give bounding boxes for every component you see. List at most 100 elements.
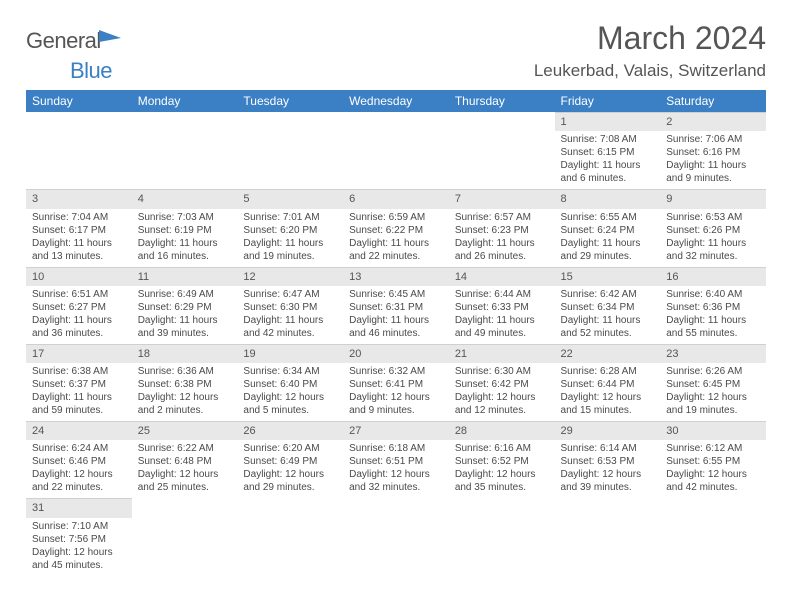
daylight-text: Daylight: 12 hours and 32 minutes. — [349, 468, 443, 494]
sunset-text: Sunset: 6:45 PM — [666, 378, 760, 391]
daylight-text: Daylight: 11 hours and 6 minutes. — [561, 159, 655, 185]
day-details: Sunrise: 6:51 AMSunset: 6:27 PMDaylight:… — [26, 286, 132, 344]
daylight-text: Daylight: 12 hours and 5 minutes. — [243, 391, 337, 417]
calendar-day-cell: 10Sunrise: 6:51 AMSunset: 6:27 PMDayligh… — [26, 267, 132, 344]
sunrise-text: Sunrise: 6:12 AM — [666, 442, 760, 455]
day-details: Sunrise: 6:42 AMSunset: 6:34 PMDaylight:… — [555, 286, 661, 344]
day-number: 22 — [555, 344, 661, 363]
day-details: Sunrise: 6:44 AMSunset: 6:33 PMDaylight:… — [449, 286, 555, 344]
calendar-day-cell: 7Sunrise: 6:57 AMSunset: 6:23 PMDaylight… — [449, 189, 555, 266]
calendar-day-cell: 1Sunrise: 7:08 AMSunset: 6:15 PMDaylight… — [555, 112, 661, 189]
calendar-day-cell: 27Sunrise: 6:18 AMSunset: 6:51 PMDayligh… — [343, 421, 449, 498]
sunrise-text: Sunrise: 6:30 AM — [455, 365, 549, 378]
day-number: 5 — [237, 189, 343, 208]
calendar-day-cell: 19Sunrise: 6:34 AMSunset: 6:40 PMDayligh… — [237, 344, 343, 421]
sunset-text: Sunset: 6:38 PM — [138, 378, 232, 391]
sunrise-text: Sunrise: 7:06 AM — [666, 133, 760, 146]
daylight-text: Daylight: 11 hours and 52 minutes. — [561, 314, 655, 340]
sunset-text: Sunset: 6:53 PM — [561, 455, 655, 468]
daylight-text: Daylight: 11 hours and 29 minutes. — [561, 237, 655, 263]
calendar-day-cell: 22Sunrise: 6:28 AMSunset: 6:44 PMDayligh… — [555, 344, 661, 421]
day-details: Sunrise: 6:55 AMSunset: 6:24 PMDaylight:… — [555, 209, 661, 267]
day-details: Sunrise: 6:24 AMSunset: 6:46 PMDaylight:… — [26, 440, 132, 498]
day-number: 18 — [132, 344, 238, 363]
calendar-day-cell: 2Sunrise: 7:06 AMSunset: 6:16 PMDaylight… — [660, 112, 766, 189]
sunrise-text: Sunrise: 7:01 AM — [243, 211, 337, 224]
calendar-day-cell: 4Sunrise: 7:03 AMSunset: 6:19 PMDaylight… — [132, 189, 238, 266]
calendar-week-row: 17Sunrise: 6:38 AMSunset: 6:37 PMDayligh… — [26, 344, 766, 421]
daylight-text: Daylight: 12 hours and 22 minutes. — [32, 468, 126, 494]
daylight-text: Daylight: 12 hours and 39 minutes. — [561, 468, 655, 494]
sunrise-text: Sunrise: 6:32 AM — [349, 365, 443, 378]
calendar-page: GeneralBlue March 2024 Leukerbad, Valais… — [0, 0, 792, 586]
day-number: 29 — [555, 421, 661, 440]
day-number: 21 — [449, 344, 555, 363]
calendar-day-cell — [237, 498, 343, 575]
sunset-text: Sunset: 6:23 PM — [455, 224, 549, 237]
day-number: 16 — [660, 267, 766, 286]
sunset-text: Sunset: 6:15 PM — [561, 146, 655, 159]
sunrise-text: Sunrise: 7:10 AM — [32, 520, 126, 533]
day-details: Sunrise: 6:36 AMSunset: 6:38 PMDaylight:… — [132, 363, 238, 421]
calendar-day-cell: 12Sunrise: 6:47 AMSunset: 6:30 PMDayligh… — [237, 267, 343, 344]
day-details: Sunrise: 6:45 AMSunset: 6:31 PMDaylight:… — [343, 286, 449, 344]
day-number: 3 — [26, 189, 132, 208]
calendar-day-cell: 24Sunrise: 6:24 AMSunset: 6:46 PMDayligh… — [26, 421, 132, 498]
daylight-text: Daylight: 12 hours and 19 minutes. — [666, 391, 760, 417]
day-number: 17 — [26, 344, 132, 363]
daylight-text: Daylight: 11 hours and 9 minutes. — [666, 159, 760, 185]
sunrise-text: Sunrise: 6:45 AM — [349, 288, 443, 301]
sunset-text: Sunset: 6:49 PM — [243, 455, 337, 468]
day-details: Sunrise: 6:18 AMSunset: 6:51 PMDaylight:… — [343, 440, 449, 498]
calendar-day-cell — [132, 498, 238, 575]
flag-icon — [99, 26, 121, 52]
daylight-text: Daylight: 11 hours and 46 minutes. — [349, 314, 443, 340]
sunset-text: Sunset: 6:17 PM — [32, 224, 126, 237]
day-header: Saturday — [660, 90, 766, 112]
calendar-day-cell: 8Sunrise: 6:55 AMSunset: 6:24 PMDaylight… — [555, 189, 661, 266]
day-number: 6 — [343, 189, 449, 208]
daylight-text: Daylight: 12 hours and 2 minutes. — [138, 391, 232, 417]
sunset-text: Sunset: 6:26 PM — [666, 224, 760, 237]
day-number: 30 — [660, 421, 766, 440]
sunset-text: Sunset: 6:27 PM — [32, 301, 126, 314]
daylight-text: Daylight: 12 hours and 25 minutes. — [138, 468, 232, 494]
calendar-day-cell: 30Sunrise: 6:12 AMSunset: 6:55 PMDayligh… — [660, 421, 766, 498]
calendar-day-cell: 16Sunrise: 6:40 AMSunset: 6:36 PMDayligh… — [660, 267, 766, 344]
day-details: Sunrise: 6:40 AMSunset: 6:36 PMDaylight:… — [660, 286, 766, 344]
day-number: 1 — [555, 112, 661, 131]
day-number: 7 — [449, 189, 555, 208]
day-number: 20 — [343, 344, 449, 363]
day-details: Sunrise: 6:49 AMSunset: 6:29 PMDaylight:… — [132, 286, 238, 344]
day-number: 24 — [26, 421, 132, 440]
day-number: 26 — [237, 421, 343, 440]
day-details: Sunrise: 7:08 AMSunset: 6:15 PMDaylight:… — [555, 131, 661, 189]
day-details: Sunrise: 7:10 AMSunset: 7:56 PMDaylight:… — [26, 518, 132, 576]
calendar-day-cell: 17Sunrise: 6:38 AMSunset: 6:37 PMDayligh… — [26, 344, 132, 421]
sunset-text: Sunset: 6:16 PM — [666, 146, 760, 159]
sunrise-text: Sunrise: 6:42 AM — [561, 288, 655, 301]
daylight-text: Daylight: 11 hours and 16 minutes. — [138, 237, 232, 263]
day-number: 28 — [449, 421, 555, 440]
sunset-text: Sunset: 6:48 PM — [138, 455, 232, 468]
sunrise-text: Sunrise: 6:51 AM — [32, 288, 126, 301]
daylight-text: Daylight: 12 hours and 29 minutes. — [243, 468, 337, 494]
sunset-text: Sunset: 6:42 PM — [455, 378, 549, 391]
sunset-text: Sunset: 7:56 PM — [32, 533, 126, 546]
sunset-text: Sunset: 6:40 PM — [243, 378, 337, 391]
location-text: Leukerbad, Valais, Switzerland — [534, 61, 766, 81]
day-details: Sunrise: 6:30 AMSunset: 6:42 PMDaylight:… — [449, 363, 555, 421]
daylight-text: Daylight: 12 hours and 35 minutes. — [455, 468, 549, 494]
day-details: Sunrise: 7:03 AMSunset: 6:19 PMDaylight:… — [132, 209, 238, 267]
sunset-text: Sunset: 6:30 PM — [243, 301, 337, 314]
sunrise-text: Sunrise: 6:22 AM — [138, 442, 232, 455]
sunset-text: Sunset: 6:55 PM — [666, 455, 760, 468]
calendar-day-cell — [237, 112, 343, 189]
calendar-day-cell: 6Sunrise: 6:59 AMSunset: 6:22 PMDaylight… — [343, 189, 449, 266]
month-title: March 2024 — [534, 20, 766, 57]
calendar-week-row: 10Sunrise: 6:51 AMSunset: 6:27 PMDayligh… — [26, 267, 766, 344]
calendar-header-row: SundayMondayTuesdayWednesdayThursdayFrid… — [26, 90, 766, 112]
calendar-day-cell: 18Sunrise: 6:36 AMSunset: 6:38 PMDayligh… — [132, 344, 238, 421]
sunset-text: Sunset: 6:22 PM — [349, 224, 443, 237]
sunset-text: Sunset: 6:24 PM — [561, 224, 655, 237]
